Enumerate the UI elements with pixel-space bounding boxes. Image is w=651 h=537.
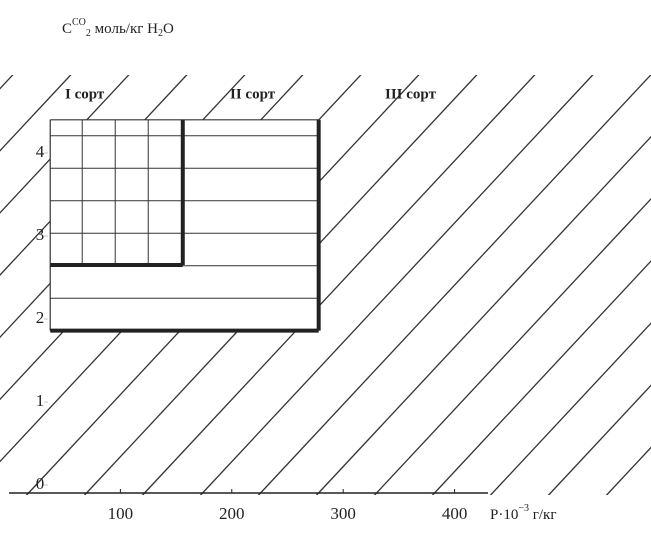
x-tick-label: 100 bbox=[108, 504, 134, 523]
y-tick-label: 1 bbox=[36, 391, 45, 410]
hatching bbox=[0, 49, 651, 501]
y-axis-label: CCO2 моль/кг H2O bbox=[62, 17, 174, 39]
region-label: II сорт bbox=[230, 86, 276, 102]
hatch-line bbox=[601, 446, 651, 501]
hatch-line bbox=[369, 197, 651, 501]
x-tick-label: 200 bbox=[219, 504, 245, 523]
hatch-line bbox=[195, 49, 617, 501]
hatch-line bbox=[21, 49, 443, 501]
hatch-line bbox=[137, 49, 559, 501]
region-label: I сорт bbox=[65, 86, 105, 102]
y-tick-label: 4 bbox=[36, 142, 45, 161]
hatch-line bbox=[0, 49, 95, 152]
region-label: III сорт bbox=[385, 86, 437, 102]
hatch-line bbox=[485, 322, 651, 501]
hatch-line bbox=[0, 49, 269, 339]
x-tick-label: 300 bbox=[330, 504, 356, 523]
x-tick-label: 400 bbox=[442, 504, 468, 523]
y-tick-label: 3 bbox=[36, 225, 45, 244]
y-tick-label: 0 bbox=[36, 474, 45, 493]
hatch-line bbox=[543, 384, 651, 501]
hatch-line bbox=[253, 73, 651, 501]
hatch-line bbox=[0, 49, 327, 401]
hatch-line bbox=[0, 49, 385, 463]
hatch-line bbox=[0, 49, 153, 214]
hatch-line bbox=[427, 260, 651, 501]
y-tick-label: 2 bbox=[36, 308, 45, 327]
hatch-line bbox=[311, 135, 651, 501]
hatch-line bbox=[79, 49, 501, 501]
x-axis-label: P·10−3 г/кг bbox=[490, 503, 557, 523]
hatch-line bbox=[0, 49, 211, 276]
